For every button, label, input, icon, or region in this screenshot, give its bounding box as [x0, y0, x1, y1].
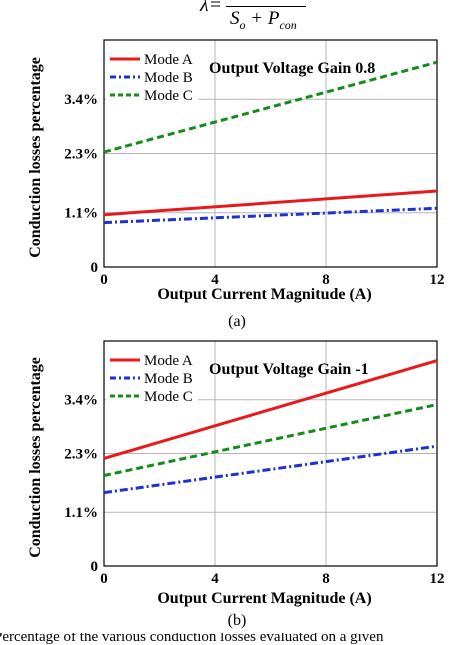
- plot-frame: [103, 39, 438, 268]
- legend-label: Mode C: [144, 88, 193, 104]
- equation-s-sub: o: [239, 17, 246, 32]
- equation-p-sub: con: [279, 17, 297, 32]
- legend-label: Mode C: [144, 389, 193, 405]
- legend-label: Mode A: [144, 353, 193, 369]
- plot-frame: [103, 340, 438, 567]
- x-tick-label: 0: [100, 571, 108, 587]
- series-line-mode-c: [103, 403, 438, 477]
- chart-annotation: Output Voltage Gain -1: [209, 361, 369, 378]
- legend-label: Mode B: [144, 70, 193, 86]
- chart-annotation: Output Voltage Gain 0.8: [209, 60, 375, 77]
- x-axis-title: Output Current Magnitude (A): [157, 286, 371, 303]
- caption-text: Percentage of the various conduction los…: [0, 633, 384, 645]
- y-tick-label: 0: [91, 260, 99, 276]
- chart-panel-a: 0 4 8 12 0 1.1% 2.3% 3.4% Output Current Magnitu…: [27, 39, 445, 330]
- x-tick-label: 4: [211, 571, 219, 587]
- equation-p: + P: [250, 8, 280, 29]
- legend: Mode A Mode B Mode C: [106, 48, 198, 108]
- chart-panel-b: 0 4 8 12 0 1.1% 2.3% 3.4% Output Current Magnitu…: [27, 340, 445, 629]
- x-tick-label: 12: [430, 571, 445, 587]
- legend-label: Mode A: [144, 52, 193, 68]
- x-tick-label: 0: [100, 272, 108, 288]
- x-tick-label: 8: [322, 571, 330, 587]
- equation-s: S: [230, 8, 240, 29]
- x-axis-title: Output Current Magnitude (A): [157, 590, 371, 607]
- x-tick-label: 8: [322, 272, 330, 288]
- y-tick-label: 2.3%: [64, 447, 98, 463]
- y-axis-title: Conduction losses percentage: [27, 57, 44, 258]
- x-tick-label: 12: [430, 272, 445, 288]
- equation-fraction-bar: [226, 6, 306, 7]
- y-tick-label: 2.3%: [64, 147, 98, 163]
- y-tick-label: 1.1%: [64, 505, 98, 521]
- equation-lambda: λ=: [200, 0, 223, 16]
- y-tick-label: 1.1%: [64, 206, 98, 222]
- y-tick-label: 0: [91, 559, 99, 575]
- series-line-mode-a: [103, 359, 438, 460]
- bottom-caption: Percentage of the various conduction los…: [0, 633, 474, 645]
- equation-header: λ= So + Pcon: [200, 0, 320, 36]
- series-line-mode-a: [103, 189, 438, 217]
- legend-label: Mode B: [144, 371, 193, 387]
- series-line-mode-c: [103, 60, 438, 154]
- x-tick-label: 4: [211, 272, 219, 288]
- y-tick-label: 3.4%: [64, 92, 98, 108]
- panel-label: (b): [228, 612, 247, 629]
- y-axis-title: Conduction losses percentage: [27, 357, 44, 558]
- equation-denominator: So + Pcon: [230, 8, 297, 33]
- legend: Mode A Mode B Mode C: [106, 349, 198, 409]
- series-line-mode-b: [103, 206, 438, 225]
- y-tick-label: 3.4%: [64, 393, 98, 409]
- panel-label: (a): [228, 313, 246, 330]
